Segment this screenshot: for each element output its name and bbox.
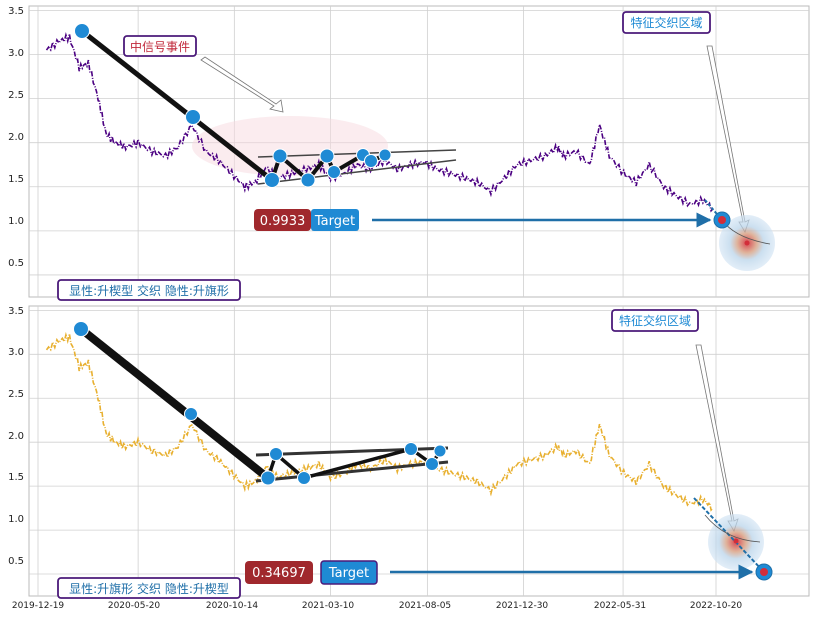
bottom-marker bbox=[73, 321, 89, 337]
top-y-tick-label: 1.5 bbox=[8, 174, 24, 185]
bottom-feature-label: 特征交织区域 bbox=[619, 313, 691, 328]
top-trend-line bbox=[80, 29, 274, 182]
x-tick-label: 2021-08-05 bbox=[399, 601, 451, 611]
top-marker bbox=[74, 23, 90, 39]
top-plot-frame bbox=[28, 5, 810, 298]
bottom-target-dot bbox=[733, 538, 739, 544]
bottom-marker bbox=[260, 470, 276, 486]
bottom-y-axis: 0.5 1.0 1.5 2.0 2.5 3.0 3.5 bbox=[8, 306, 24, 567]
top-feature-label-box bbox=[622, 11, 711, 34]
bottom-flag-lower bbox=[255, 460, 449, 483]
top-y-tick-label: 3.5 bbox=[8, 6, 24, 17]
x-tick-label: 2019-12-19 bbox=[12, 601, 65, 611]
top-highlight-ellipse bbox=[192, 116, 388, 176]
top-event-label: 中信号事件 bbox=[130, 39, 190, 54]
x-tick-label: 2022-05-31 bbox=[594, 601, 646, 611]
bottom-marker bbox=[269, 447, 283, 461]
top-y-tick-label: 2.0 bbox=[8, 132, 24, 143]
bottom-pattern-label-box bbox=[57, 577, 241, 599]
top-marker bbox=[327, 165, 341, 179]
top-y-tick-label: 1.0 bbox=[8, 216, 24, 227]
top-feature-arrow bbox=[706, 45, 750, 233]
top-target-label: Target bbox=[314, 214, 355, 229]
top-event-arrow bbox=[200, 56, 284, 113]
bottom-marker bbox=[297, 471, 311, 485]
bottom-y-tick-label: 2.0 bbox=[8, 431, 24, 442]
top-target-label-box bbox=[311, 209, 359, 231]
top-target-dot bbox=[744, 240, 750, 246]
bottom-pattern-lines bbox=[78, 325, 449, 483]
bottom-value-badge-text: 0.34697 bbox=[252, 566, 306, 581]
bottom-markers bbox=[73, 321, 447, 486]
bottom-grid bbox=[29, 306, 809, 596]
top-grid bbox=[29, 6, 809, 297]
bottom-trend-line bbox=[78, 325, 271, 482]
x-tick-label: 2020-05-20 bbox=[108, 601, 161, 611]
top-pattern-label-box bbox=[57, 279, 241, 301]
top-y-tick-label: 0.5 bbox=[8, 258, 24, 269]
top-marker bbox=[272, 148, 288, 164]
bottom-feature-label-box bbox=[611, 309, 699, 332]
bottom-y-tick-label: 3.5 bbox=[8, 306, 24, 317]
top-y-tick-label: 2.5 bbox=[8, 90, 24, 101]
bottom-target-dash bbox=[693, 497, 765, 573]
bottom-price-line bbox=[45, 331, 714, 512]
top-event-label-box bbox=[123, 35, 197, 57]
top-marker bbox=[364, 154, 378, 168]
bottom-plot-frame bbox=[28, 305, 810, 597]
x-tick-label: 2021-03-10 bbox=[302, 601, 355, 611]
top-markers bbox=[74, 23, 392, 188]
top-price-line bbox=[45, 31, 714, 213]
bottom-y-tick-label: 1.5 bbox=[8, 472, 24, 483]
bottom-marker bbox=[184, 407, 198, 421]
bottom-target-marker-inner bbox=[760, 568, 768, 576]
top-target-marker-inner bbox=[718, 216, 726, 224]
top-value-badge bbox=[254, 209, 311, 231]
x-axis: 2019-12-19 2020-05-20 2020-10-14 2021-03… bbox=[12, 601, 743, 611]
top-pattern-label: 显性:升楔型 交织 隐性:升旗形 bbox=[69, 283, 229, 298]
top-marker bbox=[264, 172, 280, 188]
x-tick-label: 2020-10-14 bbox=[206, 601, 259, 611]
bottom-value-badge bbox=[245, 561, 313, 584]
bottom-marker bbox=[425, 457, 439, 471]
top-marker bbox=[378, 148, 392, 162]
x-tick-label: 2021-12-30 bbox=[496, 601, 549, 611]
bottom-marker bbox=[404, 442, 418, 456]
bottom-pattern-label: 显性:升旗形 交织 隐性:升楔型 bbox=[69, 581, 229, 596]
top-y-axis: 0.5 1.0 1.5 2.0 2.5 3.0 3.5 bbox=[8, 6, 24, 269]
bottom-y-tick-label: 1.0 bbox=[8, 514, 24, 525]
x-tick-label: 2022-10-20 bbox=[690, 601, 743, 611]
bottom-y-tick-label: 2.5 bbox=[8, 389, 24, 400]
top-feature-label: 特征交织区域 bbox=[630, 15, 702, 30]
bottom-feature-arrow bbox=[695, 344, 739, 532]
bottom-target-label: Target bbox=[328, 566, 369, 581]
top-marker bbox=[185, 109, 201, 125]
top-y-tick-label: 3.0 bbox=[8, 48, 24, 59]
top-marker bbox=[319, 148, 335, 164]
top-wedge-lower bbox=[257, 159, 457, 185]
bottom-y-tick-label: 0.5 bbox=[8, 556, 24, 567]
bottom-y-tick-label: 3.0 bbox=[8, 347, 24, 358]
top-value-badge-text: 0.9933 bbox=[260, 214, 306, 229]
bottom-target-curve bbox=[704, 514, 761, 543]
bottom-target-label-box bbox=[320, 560, 378, 585]
top-marker bbox=[300, 172, 316, 188]
bottom-marker bbox=[433, 444, 447, 458]
